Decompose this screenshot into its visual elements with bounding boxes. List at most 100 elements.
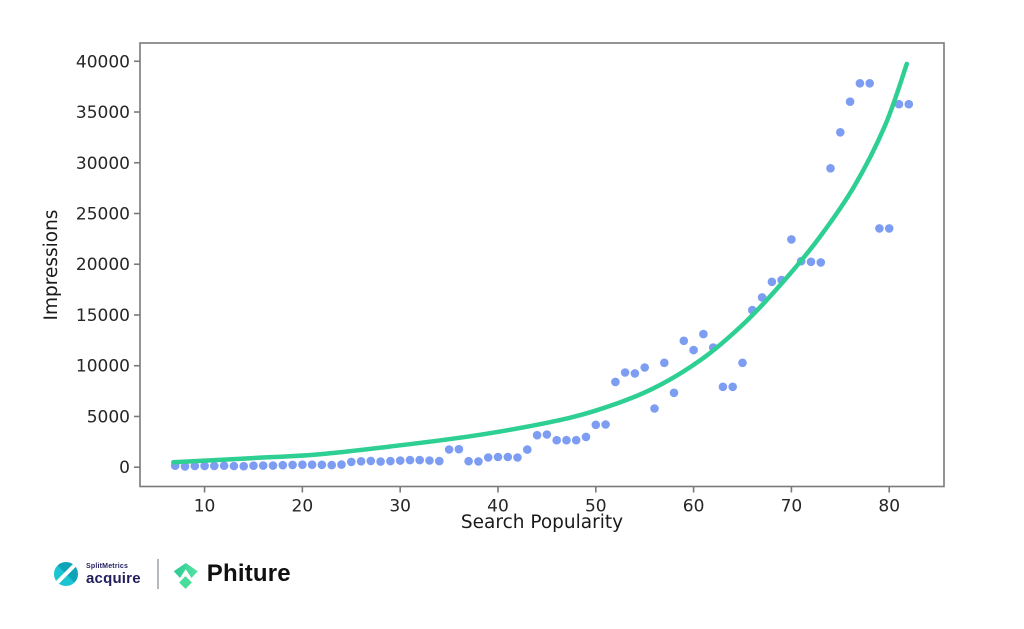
data-point: [630, 369, 640, 378]
splitmetrics-wordmark: SplitMetrics acquire: [86, 563, 141, 586]
data-point: [347, 457, 356, 467]
x-tick-label: 40: [487, 497, 509, 517]
x-tick-label: 60: [683, 497, 705, 517]
data-point: [620, 368, 630, 377]
data-point: [904, 99, 914, 109]
data-point: [571, 435, 581, 445]
y-tick-label: 30000: [76, 154, 130, 174]
data-point: [738, 358, 747, 368]
data-point: [894, 99, 904, 109]
x-tick-label: 70: [781, 497, 803, 517]
x-tick-label: 20: [292, 497, 314, 517]
splitmetrics-brand-text: SplitMetrics: [86, 562, 129, 570]
y-axis-label: Impressions: [41, 210, 62, 321]
splitmetrics-product-text: acquire: [86, 569, 141, 587]
x-tick-label: 50: [585, 497, 607, 517]
data-point: [884, 224, 894, 233]
data-point: [337, 460, 346, 469]
data-point: [180, 462, 190, 471]
data-point: [190, 461, 200, 471]
data-point: [444, 445, 454, 454]
phiture-logo: Phiture: [173, 560, 291, 589]
data-point: [875, 224, 884, 233]
data-point: [317, 460, 327, 470]
data-point: [660, 358, 669, 368]
data-point: [503, 452, 513, 462]
data-point: [239, 461, 248, 471]
data-point: [307, 460, 317, 470]
data-point: [425, 456, 434, 465]
data-point: [258, 461, 268, 470]
data-point: [699, 329, 708, 339]
data-point: [249, 461, 258, 471]
x-axis-label: Search Popularity: [461, 512, 623, 533]
y-tick-label: 15000: [76, 306, 130, 326]
data-point: [542, 430, 552, 439]
data-point: [268, 461, 278, 470]
data-point: [219, 461, 229, 471]
data-point: [855, 79, 865, 88]
y-tick-label: 10000: [76, 357, 130, 377]
data-point: [591, 420, 601, 430]
data-point: [689, 345, 698, 355]
x-tick-label: 80: [878, 497, 900, 517]
data-point: [816, 258, 826, 267]
data-point: [562, 435, 571, 445]
footer-logos: SplitMetrics acquire Phiture: [54, 554, 291, 594]
data-point: [679, 336, 689, 346]
data-point: [435, 456, 444, 466]
x-tick-label: 10: [194, 497, 216, 517]
data-point: [366, 456, 376, 466]
data-point: [298, 460, 307, 470]
data-point: [640, 363, 649, 372]
data-point: [728, 382, 737, 392]
y-tick-label: 40000: [76, 52, 130, 72]
data-point: [493, 452, 503, 462]
y-tick-label: 0: [119, 458, 130, 478]
splitmetrics-icon: [54, 562, 78, 586]
data-point: [767, 277, 777, 287]
y-tick-label: 5000: [87, 407, 130, 427]
data-point: [611, 377, 620, 387]
data-point: [464, 456, 473, 466]
data-point: [474, 457, 483, 466]
fit-curve: [171, 61, 910, 465]
data-point: [356, 457, 366, 466]
data-point: [787, 235, 796, 244]
data-point: [669, 388, 679, 398]
data-point: [650, 404, 659, 413]
data-point: [552, 435, 561, 445]
data-point: [523, 445, 532, 454]
data-point: [415, 455, 425, 465]
data-point: [601, 420, 610, 429]
data-point: [229, 461, 239, 471]
data-point: [806, 257, 816, 267]
data-point: [327, 460, 337, 470]
logo-divider: [156, 559, 159, 589]
data-point: [865, 79, 874, 88]
data-point: [513, 453, 522, 462]
phiture-wordmark: Phiture: [206, 560, 291, 587]
data-point: [278, 460, 288, 470]
data-point: [845, 97, 855, 106]
data-point: [532, 430, 542, 440]
data-point: [718, 382, 728, 392]
data-point: [376, 457, 385, 466]
data-point: [826, 164, 835, 173]
x-tick-label: 30: [389, 497, 411, 517]
data-point: [836, 128, 845, 137]
phiture-diamond-icon: [179, 575, 193, 589]
y-tick-label: 35000: [76, 103, 130, 123]
data-point: [200, 461, 209, 471]
data-point: [386, 456, 395, 466]
data-point: [395, 456, 405, 465]
data-point: [581, 432, 591, 442]
data-point: [210, 461, 219, 471]
data-point: [483, 453, 493, 462]
phiture-icon: [173, 560, 198, 589]
splitmetrics-logo: SplitMetrics acquire: [54, 562, 141, 586]
data-point: [288, 460, 297, 470]
y-tick-label: 25000: [76, 204, 130, 224]
